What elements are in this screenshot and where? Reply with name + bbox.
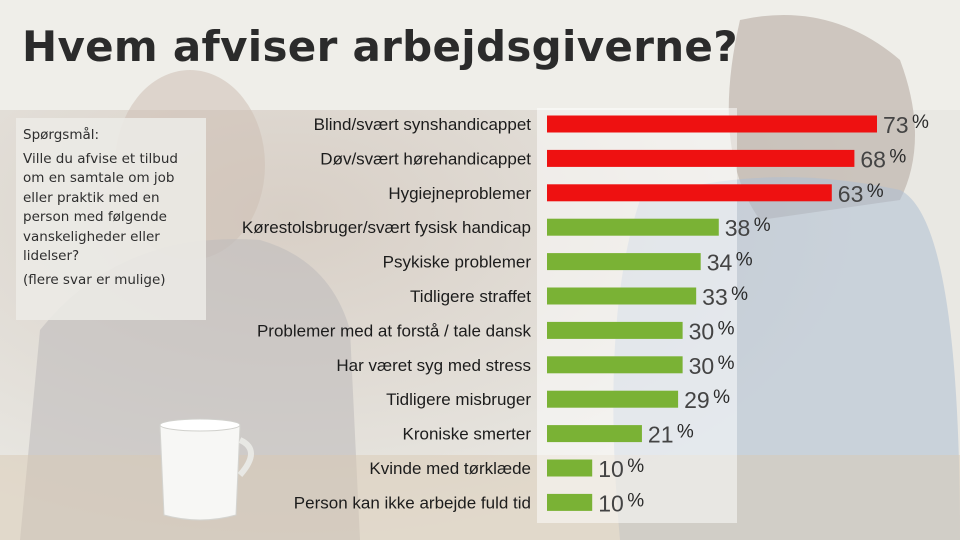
percent-sign: % bbox=[754, 215, 771, 236]
category-label: Har været syg med stress bbox=[336, 356, 531, 375]
category-label: Psykiske problemer bbox=[383, 253, 532, 272]
percent-sign: % bbox=[718, 353, 735, 374]
category-label: Problemer med at forstå / tale dansk bbox=[257, 321, 532, 340]
value-label: 63 bbox=[838, 181, 864, 207]
bar bbox=[547, 149, 855, 167]
bar bbox=[547, 425, 642, 443]
percent-sign: % bbox=[718, 318, 735, 339]
percent-sign: % bbox=[627, 490, 644, 511]
value-label: 68 bbox=[860, 146, 886, 172]
percent-sign: % bbox=[889, 146, 906, 167]
category-label: Døv/svært hørehandicappet bbox=[320, 149, 531, 168]
category-label: Person kan ikke arbejde fuld tid bbox=[294, 493, 531, 512]
value-label: 10 bbox=[598, 456, 624, 482]
bar bbox=[547, 184, 832, 202]
page-title: Hvem afviser arbejdsgiverne? bbox=[22, 22, 738, 71]
value-label: 21 bbox=[648, 422, 674, 448]
value-label: 10 bbox=[598, 490, 624, 516]
category-label: Kørestolsbruger/svært fysisk handicap bbox=[242, 218, 531, 237]
question-box: Spørgsmål: Ville du afvise et tilbud om … bbox=[16, 118, 206, 320]
bar bbox=[547, 115, 877, 133]
category-label: Tidligere straffet bbox=[410, 287, 531, 306]
value-label: 30 bbox=[689, 318, 715, 344]
bar bbox=[547, 493, 593, 511]
bar bbox=[547, 253, 701, 271]
bar bbox=[547, 390, 679, 408]
value-label: 73 bbox=[883, 112, 909, 138]
category-label: Tidligere misbruger bbox=[386, 390, 531, 409]
bar bbox=[547, 356, 683, 374]
question-heading: Spørgsmål: bbox=[23, 127, 100, 143]
percent-sign: % bbox=[912, 112, 929, 133]
percent-sign: % bbox=[731, 284, 748, 305]
category-label: Hygiejneproblemer bbox=[388, 184, 531, 203]
bar bbox=[547, 459, 593, 477]
value-label: 29 bbox=[684, 387, 710, 413]
category-label: Kvinde med tørklæde bbox=[369, 459, 531, 478]
percent-sign: % bbox=[867, 181, 884, 202]
chart-panel bbox=[537, 108, 737, 523]
question-text: Ville du afvise et tilbud om en samtale … bbox=[23, 150, 178, 265]
value-label: 30 bbox=[689, 353, 715, 379]
value-label: 34 bbox=[707, 250, 733, 276]
bar bbox=[547, 321, 683, 339]
bar bbox=[547, 287, 697, 305]
question-note: (flere svar er mulige) bbox=[23, 271, 166, 288]
category-label: Blind/svært synshandicappet bbox=[314, 115, 532, 134]
category-label: Kroniske smerter bbox=[403, 425, 532, 444]
value-label: 33 bbox=[702, 284, 728, 310]
percent-sign: % bbox=[677, 422, 694, 443]
percent-sign: % bbox=[627, 456, 644, 477]
percent-sign: % bbox=[736, 250, 753, 271]
value-label: 38 bbox=[725, 215, 751, 241]
bar bbox=[547, 218, 719, 236]
percent-sign: % bbox=[713, 387, 730, 408]
